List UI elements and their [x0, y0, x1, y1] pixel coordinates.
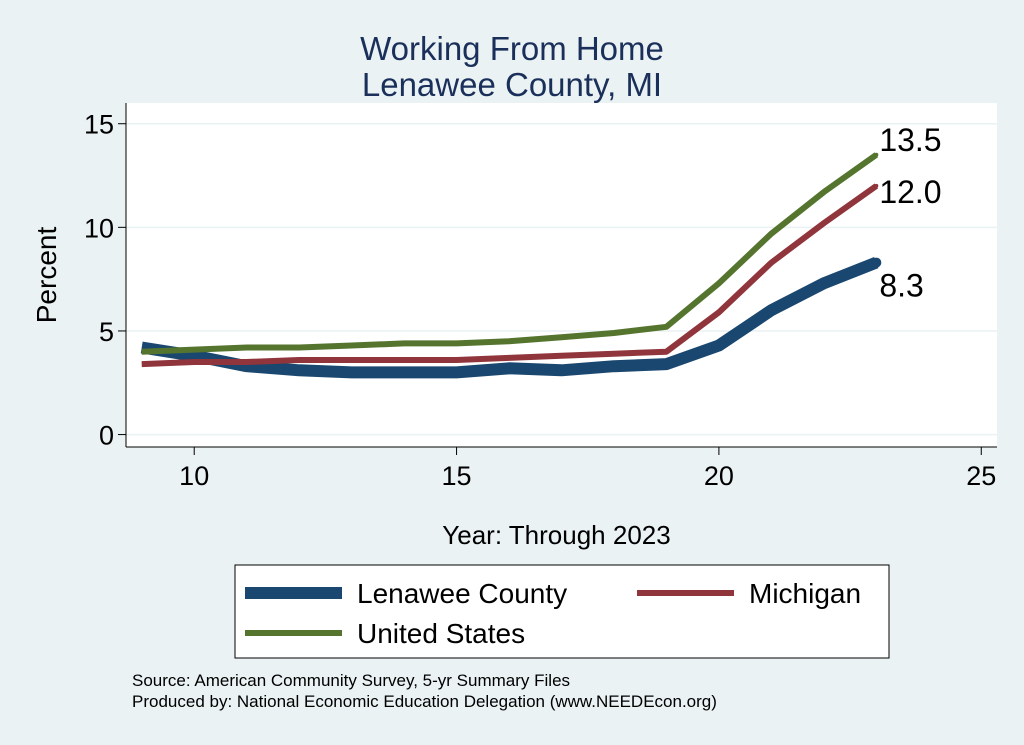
- source-note: Source: American Community Survey, 5-yr …: [132, 671, 571, 690]
- series-line-michigan: [141, 183, 879, 368]
- end-label-lenawee-county: 8.3: [879, 268, 923, 304]
- series-line-united-states: [141, 152, 879, 355]
- chart-title-line-1: Working From Home: [360, 30, 664, 67]
- legend: [234, 564, 890, 659]
- tick-label-y-5: 5: [99, 317, 114, 347]
- end-label-united-states: 13.5: [879, 122, 941, 158]
- y-axis-label: Percent: [31, 227, 62, 324]
- end-label-michigan: 12.0: [879, 174, 941, 210]
- tick-label-y-10: 10: [84, 213, 114, 243]
- x-axis-label: Year: Through 2023: [442, 520, 670, 550]
- tick-label-x-15: 15: [442, 461, 472, 491]
- plot-area: [126, 103, 997, 447]
- series-endpoint-lenawee-county: [871, 257, 882, 268]
- chart-title-line-2: Lenawee County, MI: [361, 66, 663, 103]
- tick-label-y-0: 0: [99, 421, 114, 451]
- series-line-lenawee-county: [140, 257, 879, 379]
- tick-label-x-20: 20: [704, 461, 734, 491]
- producer-note: Produced by: National Economic Education…: [132, 692, 717, 711]
- series-endpoint-michigan: [874, 183, 879, 188]
- legend-label-united-states: United States: [357, 618, 525, 649]
- legend-label-lenawee-county: Lenawee County: [357, 578, 567, 609]
- tick-label-x-25: 25: [966, 461, 996, 491]
- tick-label-y-15: 15: [84, 110, 114, 140]
- tick-label-x-10: 10: [179, 461, 209, 491]
- legend-label-michigan: Michigan: [749, 578, 861, 609]
- series-endpoint-united-states: [874, 152, 879, 157]
